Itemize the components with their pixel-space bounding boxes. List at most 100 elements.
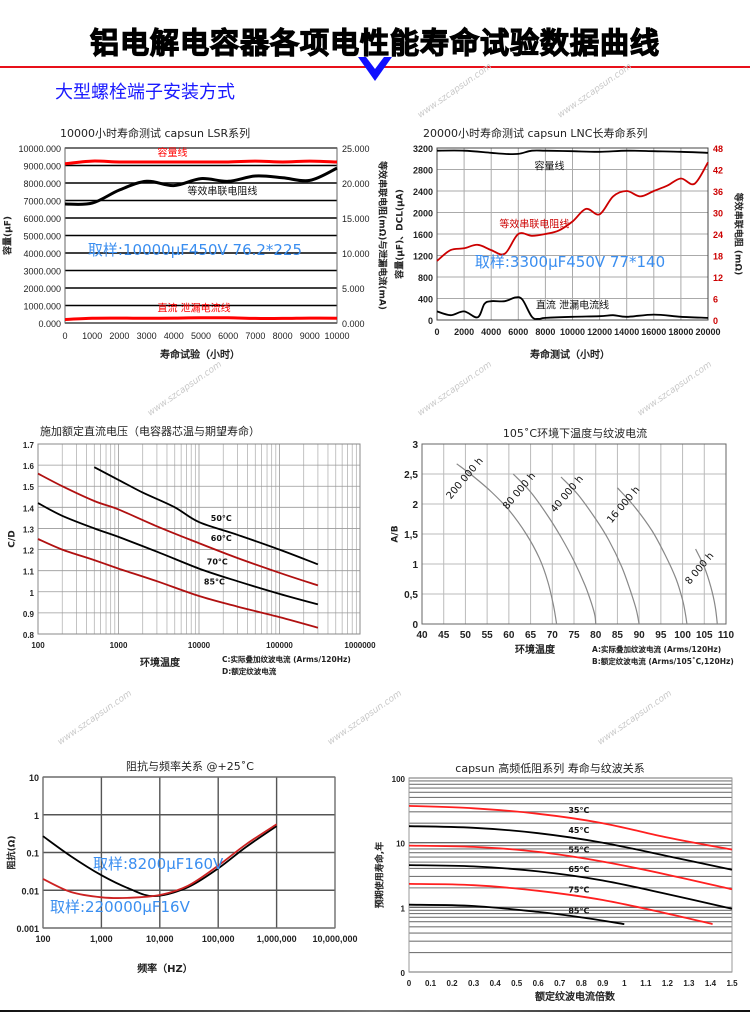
series-label: 35°C	[568, 806, 589, 815]
x-tick-label: 7000	[245, 331, 265, 341]
watermark-text: www.szcapsun.com	[556, 62, 634, 121]
x-tick-label: 10,000	[146, 934, 174, 944]
y-tick-label: 10	[29, 773, 39, 783]
series-label: 等效串联电阻线	[499, 218, 569, 231]
series-label: 16 000 h	[605, 485, 642, 526]
sample-label: 取样:8200μF160V	[93, 855, 224, 873]
x-axis-label: 环境温度	[515, 643, 556, 656]
series-label: 容量线	[535, 160, 565, 173]
series-label: 8 000 h	[683, 551, 716, 587]
chart-title: 10000小时寿命测试 capsun LSR系列	[60, 126, 250, 140]
series-line	[408, 864, 733, 910]
y-tick-label: 0.01	[21, 886, 39, 896]
x-tick-label: 75	[568, 630, 580, 641]
series-line	[408, 805, 733, 851]
y-tick-label: 3200	[413, 144, 433, 154]
series-line	[64, 159, 338, 166]
y-tick-label: 1	[412, 560, 418, 571]
y-tick-label: 2000	[413, 209, 433, 219]
y-tick-label: 1.6	[23, 462, 35, 471]
x-tick-label: 1.3	[683, 979, 695, 988]
footer-divider	[0, 1010, 750, 1012]
watermark-text: www.szcapsun.com	[416, 62, 494, 121]
y-tick-label: 1600	[413, 230, 433, 240]
series-label: 55°C	[568, 845, 589, 854]
x-tick-label: 1	[622, 979, 627, 988]
y-tick-label: 1,5	[404, 530, 418, 541]
x-tick-label: 16000	[641, 327, 666, 337]
y-tick-label: 1.4	[23, 504, 35, 513]
x-tick-label: 0.4	[490, 979, 502, 988]
chart-title: 阻抗与频率关系 @+25˚C	[126, 759, 254, 773]
x-tick-label: 100	[35, 934, 50, 944]
x-tick-label: 90	[634, 630, 646, 641]
x-tick-label: 0.3	[468, 979, 480, 988]
x-tick-label: 110	[718, 630, 735, 641]
series-label: 75°C	[568, 885, 589, 894]
x-tick-label: 65	[525, 630, 537, 641]
series-label: 70°C	[207, 557, 228, 566]
x-tick-label: 10,000,000	[312, 934, 357, 944]
y-tick-label: 1200	[413, 252, 433, 262]
plot-frame	[42, 776, 336, 929]
sample-label: 取样:220000μF16V	[50, 898, 191, 916]
x-tick-label: 45	[438, 630, 450, 641]
watermark-text: www.szcapsun.com	[636, 360, 714, 419]
y-tick-label: 2	[412, 500, 418, 511]
series-label: 85°C	[204, 577, 225, 586]
y-axis-label: A/B	[391, 525, 401, 542]
x-tick-label: 5000	[191, 331, 211, 341]
y-tick-label: 3000.000	[23, 267, 61, 277]
watermark-text: www.szcapsun.com	[146, 360, 224, 419]
y-tick-label: 400	[418, 295, 433, 305]
y-tick-label: 1000.000	[23, 302, 61, 312]
series-line	[408, 844, 733, 891]
chart-c1: 0 1000 2000 3000 4000 5000 6000 7000 8000 9000 100…	[2, 126, 389, 361]
x-tick-label: 0.2	[447, 979, 459, 988]
y-right-tick-label: 25.000	[342, 144, 370, 154]
x-tick-label: 2000	[109, 331, 129, 341]
series-line	[408, 903, 625, 925]
y-tick-label: 6000.000	[23, 214, 61, 224]
sample-label: 取样:10000μF450V 76.2*225	[88, 241, 302, 259]
y-tick-label: 0.8	[23, 631, 35, 640]
series-line	[456, 463, 558, 625]
y-tick-label: 0,5	[404, 590, 418, 601]
section-subtitle: 大型螺栓端子安装方式	[55, 82, 235, 103]
y-tick-label: 3	[412, 440, 418, 451]
watermark-text: www.szcapsun.com	[326, 689, 404, 748]
series-line	[64, 166, 338, 206]
series-label: 45°C	[568, 826, 589, 835]
chart-c4: 40 45 50 55 60 65 70 75 80 85 90 95 100 105 110 0 0,5 1 1,…	[391, 426, 735, 666]
y-tick-label: 4000.000	[23, 249, 61, 259]
series-label: 等效串联电阻线	[187, 184, 257, 197]
y-right-tick-label: 48	[713, 144, 723, 154]
x-tick-label: 70	[547, 630, 559, 641]
y-tick-label: 5000.000	[23, 232, 61, 242]
x-tick-label: 1000	[82, 331, 102, 341]
x-tick-label: 100	[674, 630, 691, 641]
y-right-tick-label: 42	[713, 166, 723, 176]
series-line	[695, 548, 718, 625]
y-tick-label: 7000.000	[23, 197, 61, 207]
series-label: 直流 泄漏电流线	[536, 299, 609, 312]
x-axis-label: 环境温度	[140, 656, 181, 669]
x-tick-label: 55	[482, 630, 494, 641]
y-tick-label: 0	[401, 969, 406, 978]
x-tick-label: 18000	[668, 327, 693, 337]
x-tick-label: 14000	[614, 327, 639, 337]
x-tick-label: 0.1	[425, 979, 437, 988]
y-axis-label: 容量(μF)	[2, 216, 14, 256]
x-tick-label: 60	[503, 630, 515, 641]
series-line	[37, 538, 319, 629]
series-line	[408, 883, 713, 925]
x-tick-label: 2000	[454, 327, 474, 337]
chart-c6: 0 0.1 0.2 0.3 0.4 0.5 0.6 0.7 0.8 0.9 1 1.1 1.2 1.3 1.…	[374, 761, 739, 1003]
y-axis-right-label: 等效串联电阻(mΩ)与泄漏电流(mA)	[377, 160, 389, 310]
y-right-tick-label: 30	[713, 209, 723, 219]
y-tick-label: 0	[412, 620, 418, 631]
y-right-tick-label: 12	[713, 273, 723, 283]
series-line	[560, 476, 640, 625]
x-tick-label: 9000	[300, 331, 320, 341]
x-tick-label: 1,000,000	[257, 934, 297, 944]
